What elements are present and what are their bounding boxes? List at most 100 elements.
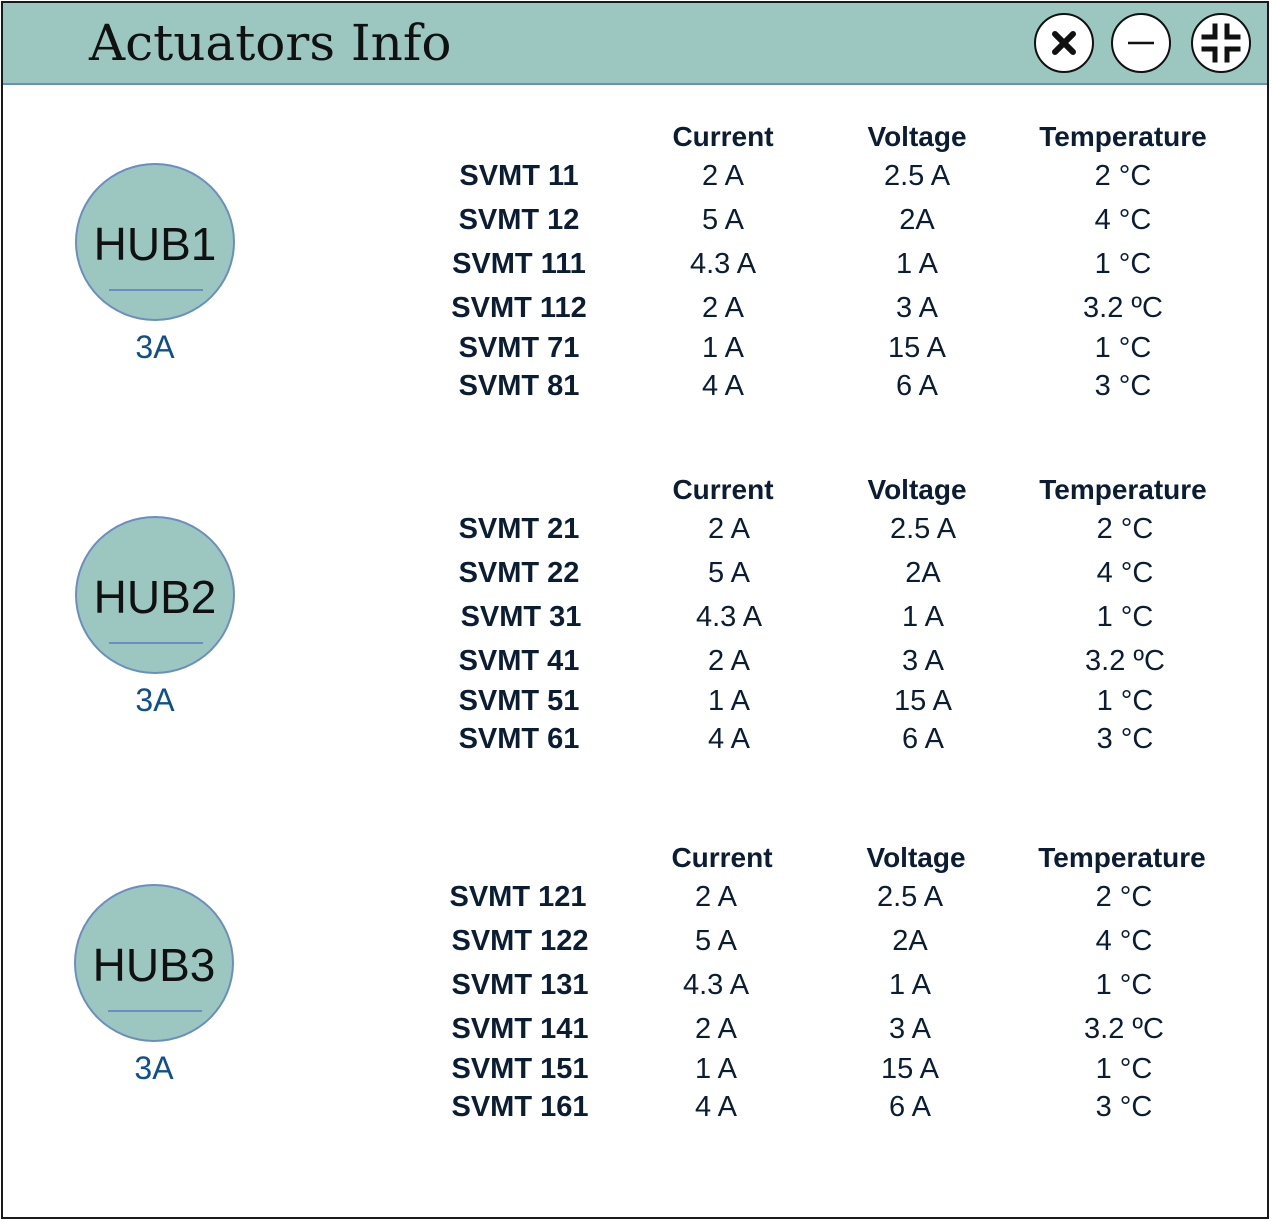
table-row[interactable]: SVMT 51 1 A 15 A 1 °C — [419, 684, 1239, 718]
voltage-value: 3 A — [889, 1013, 931, 1045]
voltage-value: 6 A — [896, 370, 938, 402]
temperature-value: 1 °C — [1094, 248, 1152, 280]
temperature-value: 2 °C — [1094, 160, 1152, 192]
table-row[interactable]: SVMT 131 4.3 A 1 A 1 °C — [418, 968, 1238, 1002]
temperature-value: 1 °C — [1094, 332, 1152, 364]
table-row[interactable]: SVMT 112 2 A 3 A 3.2 ºC — [419, 291, 1239, 325]
current-value: 4 A — [695, 1091, 737, 1123]
table-row[interactable]: SVMT 121 2 A 2.5 A 2 °C — [418, 880, 1238, 914]
current-value: 2 A — [708, 513, 750, 545]
table-row[interactable]: SVMT 141 2 A 3 A 3.2 ºC — [418, 1012, 1238, 1046]
column-header-current: Current — [672, 121, 774, 152]
hub-circle[interactable]: HUB1 — [75, 163, 235, 321]
actuator-name: SVMT 111 — [452, 248, 586, 280]
table-row[interactable]: SVMT 81 4 A 6 A 3 °C — [419, 369, 1239, 403]
current-value: 5 A — [702, 204, 744, 236]
title-bar: Actuators Info — [3, 3, 1267, 85]
restore-button[interactable] — [1191, 13, 1251, 73]
table-row[interactable]: SVMT 161 4 A 6 A 3 °C — [418, 1090, 1238, 1124]
current-value: 1 A — [695, 1053, 737, 1085]
voltage-value: 15 A — [887, 332, 947, 364]
actuator-name: SVMT 61 — [458, 723, 580, 755]
current-value: 5 A — [695, 925, 737, 957]
voltage-value: 2A — [905, 557, 941, 589]
table-row[interactable]: SVMT 61 4 A 6 A 3 °C — [419, 722, 1239, 756]
column-header-voltage: Voltage — [866, 842, 966, 873]
temperature-value: 4 °C — [1095, 925, 1153, 957]
column-header-temperature: Temperature — [1038, 842, 1206, 873]
current-value: 4.3 A — [695, 601, 763, 633]
table-row[interactable]: SVMT 31 4.3 A 1 A 1 °C — [419, 600, 1239, 634]
actuator-name: SVMT 122 — [451, 925, 589, 957]
temperature-value: 4 °C — [1094, 204, 1152, 236]
table-row[interactable]: SVMT 111 4.3 A 1 A 1 °C — [419, 247, 1239, 281]
current-value: 4 A — [708, 723, 750, 755]
actuator-name: SVMT 121 — [449, 881, 587, 913]
actuator-name: SVMT 151 — [451, 1053, 589, 1085]
collapse-icon — [1201, 23, 1241, 63]
actuator-name: SVMT 131 — [451, 969, 589, 1001]
temperature-value: 2 °C — [1095, 881, 1153, 913]
current-value: 5 A — [708, 557, 750, 589]
hub-name: HUB3 — [92, 939, 216, 991]
table-row[interactable]: SVMT 71 1 A 15 A 1 °C — [419, 331, 1239, 365]
column-header-current: Current — [672, 474, 774, 505]
hub-divider — [109, 289, 203, 291]
current-value: 2 A — [708, 645, 750, 677]
table-row[interactable]: SVMT 41 2 A 3 A 3.2 ºC — [419, 644, 1239, 678]
temperature-value: 1 °C — [1095, 1053, 1153, 1085]
actuator-name: SVMT 51 — [458, 685, 580, 717]
current-value: 2 A — [695, 1013, 737, 1045]
temperature-value: 3.2 ºC — [1083, 292, 1163, 324]
actuator-name: SVMT 141 — [451, 1013, 589, 1045]
temperature-value: 1 °C — [1096, 601, 1154, 633]
column-header-voltage: Voltage — [867, 474, 967, 505]
actuator-name: SVMT 12 — [458, 204, 580, 236]
voltage-value: 2.5 A — [876, 881, 944, 913]
column-header-voltage: Voltage — [867, 121, 967, 152]
current-value: 1 A — [702, 332, 744, 364]
temperature-value: 3.2 ºC — [1085, 645, 1165, 677]
voltage-value: 2A — [892, 925, 928, 957]
current-value: 2 A — [695, 881, 737, 913]
voltage-value: 3 A — [896, 292, 938, 324]
table-row[interactable]: SVMT 22 5 A 2A 4 °C — [419, 556, 1239, 590]
hub-divider — [109, 642, 203, 644]
table-row[interactable]: SVMT 11 2 A 2.5 A 2 °C — [419, 159, 1239, 193]
temperature-value: 4 °C — [1096, 557, 1154, 589]
voltage-value: 2.5 A — [883, 160, 951, 192]
column-header-current: Current — [671, 842, 773, 873]
voltage-value: 15 A — [893, 685, 953, 717]
table-row[interactable]: SVMT 151 1 A 15 A 1 °C — [418, 1052, 1238, 1086]
current-value: 4 A — [702, 370, 744, 402]
table-row[interactable]: SVMT 21 2 A 2.5 A 2 °C — [419, 512, 1239, 546]
actuator-name: SVMT 71 — [458, 332, 580, 364]
current-value: 2 A — [702, 160, 744, 192]
current-value: 2 A — [702, 292, 744, 324]
temperature-value: 2 °C — [1096, 513, 1154, 545]
minimize-button[interactable] — [1111, 13, 1171, 73]
current-value: 4.3 A — [682, 969, 750, 1001]
current-value: 1 A — [708, 685, 750, 717]
actuator-name: SVMT 31 — [460, 601, 582, 633]
temperature-value: 1 °C — [1096, 685, 1154, 717]
hub-value: 3A — [135, 329, 175, 365]
actuator-name: SVMT 11 — [459, 160, 579, 192]
hub-name: HUB2 — [93, 571, 217, 623]
hub-circle[interactable]: HUB2 — [75, 516, 235, 674]
voltage-value: 2A — [899, 204, 935, 236]
close-button[interactable] — [1034, 13, 1094, 73]
actuator-name: SVMT 41 — [458, 645, 580, 677]
voltage-value: 1 A — [902, 601, 944, 633]
voltage-value: 6 A — [889, 1091, 931, 1123]
minimize-icon — [1128, 41, 1154, 45]
temperature-value: 3 °C — [1096, 723, 1154, 755]
voltage-value: 6 A — [902, 723, 944, 755]
voltage-value: 1 A — [896, 248, 938, 280]
window-title: Actuators Info — [89, 14, 452, 72]
hub-circle[interactable]: HUB3 — [74, 884, 234, 1042]
voltage-value: 3 A — [902, 645, 944, 677]
table-row[interactable]: SVMT 122 5 A 2A 4 °C — [418, 924, 1238, 958]
table-row[interactable]: SVMT 12 5 A 2A 4 °C — [419, 203, 1239, 237]
